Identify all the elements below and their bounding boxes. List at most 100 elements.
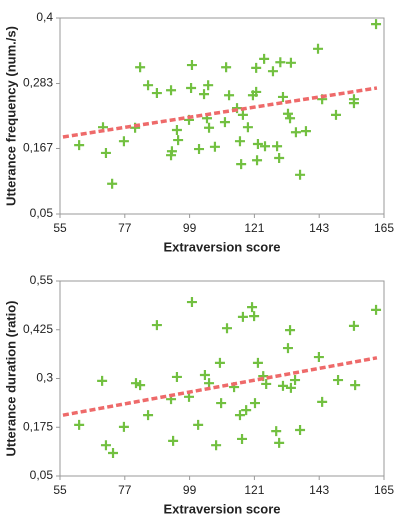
- plot-frame: [59, 280, 385, 477]
- data-point: [295, 169, 306, 180]
- y-tick-label: 0,05: [30, 206, 54, 220]
- data-point: [272, 141, 283, 152]
- data-point: [100, 440, 111, 451]
- data-point: [171, 371, 182, 382]
- data-point: [252, 139, 263, 149]
- data-point: [224, 90, 235, 101]
- x-tick-label: 77: [118, 483, 132, 497]
- y-tick-label: 0,175: [23, 419, 53, 433]
- data-point: [234, 136, 245, 147]
- data-point: [274, 437, 285, 448]
- data-point: [236, 159, 247, 170]
- data-point: [247, 302, 258, 313]
- x-tick-label: 121: [244, 221, 264, 235]
- data-point: [203, 80, 214, 91]
- data-point: [285, 382, 296, 393]
- data-point: [277, 91, 288, 102]
- data-point: [143, 80, 154, 91]
- x-tick-label: 165: [374, 483, 394, 497]
- data-point: [333, 375, 344, 386]
- data-point: [285, 325, 296, 336]
- data-point: [118, 136, 129, 147]
- data-point: [274, 153, 285, 163]
- data-point: [348, 320, 359, 331]
- data-point: [267, 66, 278, 77]
- data-point: [282, 343, 293, 354]
- data-point: [290, 375, 301, 386]
- y-tick-label: 0,55: [30, 273, 54, 287]
- data-point: [300, 126, 311, 137]
- data-point: [371, 19, 382, 30]
- data-point: [107, 178, 118, 189]
- data-point: [135, 62, 146, 73]
- data-point: [74, 419, 85, 430]
- data-point: [204, 122, 215, 133]
- data-point: [348, 94, 359, 105]
- data-point: [249, 311, 260, 322]
- data-point: [100, 147, 111, 158]
- data-point: [285, 113, 296, 124]
- trend-line: [62, 356, 378, 417]
- data-point: [330, 109, 341, 120]
- x-axis-label: Extraversion score: [163, 239, 280, 254]
- x-tick-label: 121: [244, 483, 264, 497]
- data-point: [261, 378, 272, 389]
- data-point: [211, 440, 222, 451]
- data-point: [251, 62, 262, 73]
- data-point: [204, 378, 215, 389]
- data-point: [371, 304, 382, 315]
- data-point: [199, 369, 210, 380]
- data-point: [241, 405, 252, 416]
- data-point: [290, 127, 301, 138]
- data-point: [249, 398, 260, 409]
- x-tick-label: 77: [118, 221, 132, 235]
- y-tick-label: 0,3: [36, 371, 53, 385]
- data-point: [221, 62, 232, 73]
- data-point: [199, 89, 210, 100]
- y-tick-label: 0,05: [30, 468, 54, 482]
- data-point: [209, 141, 220, 152]
- data-point: [74, 140, 85, 151]
- data-point: [295, 424, 306, 435]
- data-point: [118, 421, 129, 432]
- data-point: [285, 57, 296, 68]
- data-point: [251, 86, 262, 97]
- data-point: [275, 57, 286, 68]
- data-point: [173, 135, 184, 146]
- data-point: [271, 426, 282, 437]
- x-tick-label: 99: [183, 483, 197, 497]
- y-tick-label: 0,425: [23, 322, 53, 336]
- data-point: [252, 155, 263, 166]
- data-point: [193, 419, 204, 430]
- x-tick-label: 165: [374, 221, 394, 235]
- y-tick-label: 0,167: [23, 141, 53, 155]
- plot-frame: [59, 17, 385, 215]
- data-point: [143, 410, 154, 421]
- data-point: [282, 108, 293, 119]
- data-point: [237, 311, 248, 322]
- data-point: [186, 83, 197, 93]
- data-point: [151, 88, 162, 99]
- data-point: [171, 125, 182, 135]
- data-point: [260, 141, 271, 152]
- y-tick-label: 0,4: [36, 10, 53, 24]
- x-tick-label: 99: [183, 221, 197, 235]
- data-point: [237, 109, 248, 120]
- data-point: [237, 433, 248, 444]
- x-axis-label: Extraversion score: [163, 501, 280, 516]
- data-point: [151, 320, 162, 331]
- data-point: [168, 435, 179, 446]
- data-point: [214, 357, 225, 368]
- data-point: [222, 323, 233, 334]
- x-tick-label: 143: [309, 221, 329, 235]
- y-axis-label: Utterance frequency (num./s): [3, 26, 18, 206]
- data-point: [242, 122, 253, 133]
- data-point: [313, 43, 324, 54]
- data-point: [219, 117, 230, 128]
- data-point: [252, 357, 263, 368]
- x-tick-label: 55: [53, 483, 67, 497]
- data-point: [186, 297, 197, 308]
- data-point: [259, 53, 270, 64]
- x-tick-label: 55: [53, 221, 67, 235]
